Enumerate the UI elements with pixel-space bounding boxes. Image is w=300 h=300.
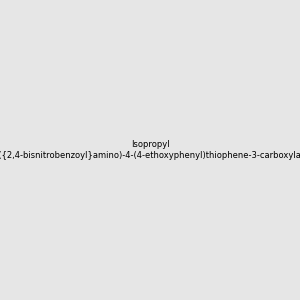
- Text: Isopropyl 2-({2,4-bisnitrobenzoyl}amino)-4-(4-ethoxyphenyl)thiophene-3-carboxyla: Isopropyl 2-({2,4-bisnitrobenzoyl}amino)…: [0, 140, 300, 160]
